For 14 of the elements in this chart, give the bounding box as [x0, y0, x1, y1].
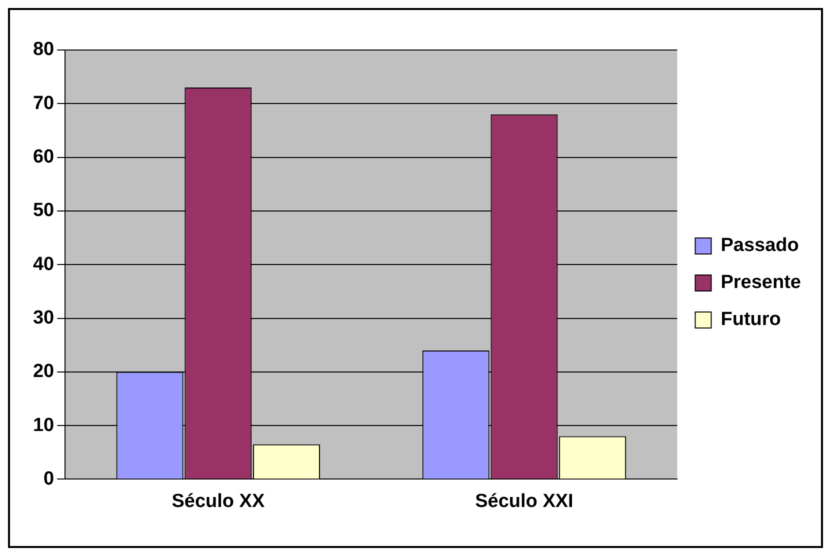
- legend-label: Futuro: [720, 309, 781, 330]
- y-tick-label: 50: [32, 200, 54, 222]
- x-tick-label: Século XX: [172, 490, 265, 512]
- y-tick-label: 40: [32, 254, 54, 275]
- y-tick-label: 60: [32, 146, 54, 168]
- y-tick-label: 20: [32, 361, 54, 382]
- legend-label: Presente: [720, 272, 802, 294]
- y-tick-label: 70: [32, 92, 54, 114]
- x-tick-label: Século XXI: [475, 490, 574, 512]
- legend-label: Passado: [720, 235, 799, 256]
- y-tick-label: 30: [32, 307, 54, 328]
- y-tick-label: 80: [32, 39, 54, 60]
- y-tick-label: 0: [44, 468, 54, 490]
- y-tick-label: 10: [32, 414, 54, 436]
